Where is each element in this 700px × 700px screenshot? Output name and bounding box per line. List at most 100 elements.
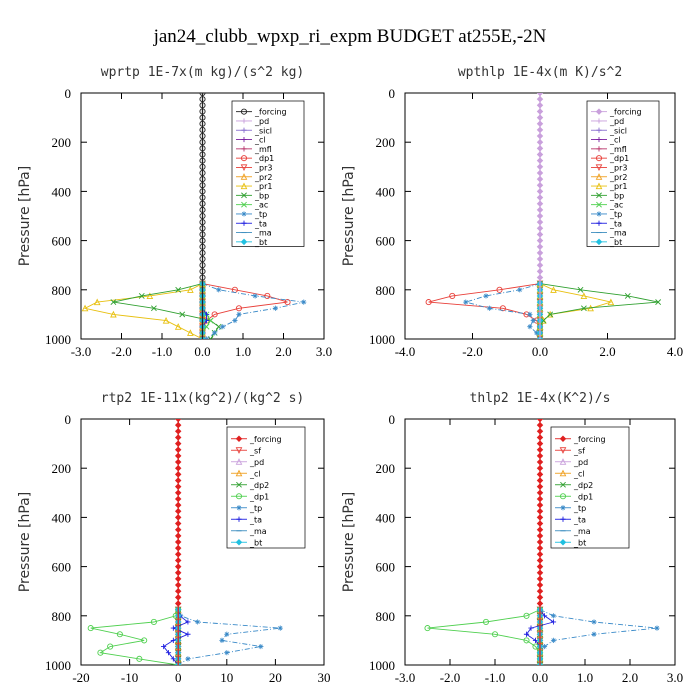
data-point xyxy=(175,286,182,293)
y-tick-label: 400 xyxy=(376,510,396,525)
legend-entry: _pr2 xyxy=(254,173,272,182)
legend-entry: _mfl xyxy=(254,145,272,154)
data-point xyxy=(580,292,588,299)
zero-profile-marker xyxy=(536,551,544,558)
zero-profile-marker xyxy=(536,483,544,490)
x-tick-label: -2.0 xyxy=(462,344,483,359)
zero-profile-marker xyxy=(174,452,182,460)
zero-profile-marker xyxy=(536,464,544,472)
zero-profile-marker xyxy=(174,551,182,558)
legend-swatch-marker xyxy=(240,155,248,162)
data-point xyxy=(187,286,194,293)
data-point xyxy=(654,625,660,631)
series-line-bp xyxy=(113,283,220,339)
zero-profile-marker xyxy=(199,255,206,263)
legend-swatch-marker xyxy=(595,173,603,180)
legend-swatch-marker xyxy=(241,118,247,124)
zero-profile-marker xyxy=(174,563,182,570)
data-point xyxy=(110,310,117,318)
data-point xyxy=(534,330,540,336)
zero-profile-marker xyxy=(536,157,544,164)
zero-profile-marker xyxy=(199,169,206,176)
legend-entry: _bp xyxy=(254,191,269,200)
legend-swatch-marker xyxy=(596,118,602,124)
zero-profile-marker xyxy=(199,219,206,226)
data-point xyxy=(449,292,456,300)
legend-swatch-marker xyxy=(241,127,247,133)
legend-entry: _ma xyxy=(609,229,627,238)
legend-swatch-marker xyxy=(559,458,567,465)
y-axis-label: Pressure [hPa] xyxy=(17,492,33,592)
legend-swatch-marker xyxy=(240,164,248,172)
legend-entry: _ma xyxy=(254,229,272,238)
zero-profile-marker xyxy=(536,200,544,207)
zero-profile-marker xyxy=(536,169,544,177)
data-point xyxy=(224,650,230,656)
zero-profile-marker xyxy=(536,212,544,220)
zero-profile-marker xyxy=(174,526,182,533)
legend-swatch-marker xyxy=(595,238,603,246)
data-point xyxy=(146,292,154,299)
data-point xyxy=(107,643,114,650)
legend-entry: _bt xyxy=(573,538,586,547)
data-point xyxy=(141,637,148,644)
series-line-dp1 xyxy=(202,283,288,339)
data-point xyxy=(523,612,530,619)
legend-swatch-marker xyxy=(560,505,566,511)
data-point xyxy=(87,625,94,632)
zero-profile-marker xyxy=(174,508,182,515)
zero-profile-marker xyxy=(199,182,206,189)
legend-swatch-marker xyxy=(235,493,243,500)
zero-profile-marker xyxy=(174,514,182,521)
zero-profile-marker xyxy=(536,175,544,183)
zero-profile-marker xyxy=(199,249,206,256)
y-tick-label: 1000 xyxy=(369,658,395,673)
legend-swatch-marker xyxy=(241,201,247,208)
zero-profile-marker xyxy=(536,132,544,140)
zero-profile-marker xyxy=(536,114,544,121)
legend-entry: _forcing xyxy=(573,435,606,444)
zero-profile-marker xyxy=(174,569,182,576)
plot-frame xyxy=(80,418,325,666)
series-line-dp1 xyxy=(90,609,179,665)
zero-profile-marker xyxy=(174,600,182,607)
zero-profile-marker xyxy=(536,544,544,552)
data-point xyxy=(185,619,191,625)
zero-profile-marker xyxy=(199,237,206,244)
legend-entry: _sf xyxy=(573,446,585,455)
data-point xyxy=(138,293,145,299)
x-tick-label: 2.0 xyxy=(599,344,615,359)
data-point xyxy=(528,625,534,631)
legend-entry: _tp xyxy=(254,210,267,219)
zero-profile-marker xyxy=(199,126,206,133)
data-layer xyxy=(81,93,307,339)
series-line-ta xyxy=(162,609,190,665)
legend-swatch-marker xyxy=(240,173,248,180)
zero-profile-marker xyxy=(536,452,544,460)
legend-entry: _dp2 xyxy=(573,481,593,490)
zero-profile-marker xyxy=(199,268,206,275)
data-point xyxy=(483,293,489,299)
legend-entry: _cl xyxy=(609,136,621,145)
y-axis-label: Pressure [hPa] xyxy=(17,166,33,266)
zero-profile-marker xyxy=(536,255,544,263)
legend-entry: _cl xyxy=(254,136,266,145)
series-line-bp xyxy=(539,283,659,339)
legend-entry: _ta xyxy=(249,515,262,524)
x-tick-label: 2.0 xyxy=(275,344,291,359)
legend-swatch-marker xyxy=(596,201,602,208)
x-tick-label: -2.0 xyxy=(111,344,132,359)
zero-profile-marker xyxy=(199,145,206,152)
legend-swatch-marker xyxy=(235,539,243,546)
zero-profile-marker xyxy=(536,594,544,601)
zero-profile-marker xyxy=(174,489,182,497)
data-point xyxy=(482,618,490,626)
zero-profile-marker xyxy=(536,261,544,269)
zero-profile-marker xyxy=(199,274,206,281)
zero-profile-marker xyxy=(199,132,206,140)
zero-profile-marker xyxy=(199,231,206,238)
series-line-dp1 xyxy=(428,283,541,339)
zero-profile-marker xyxy=(536,557,544,564)
zero-profile-marker xyxy=(199,194,206,201)
x-tick-label: 30 xyxy=(318,670,331,685)
